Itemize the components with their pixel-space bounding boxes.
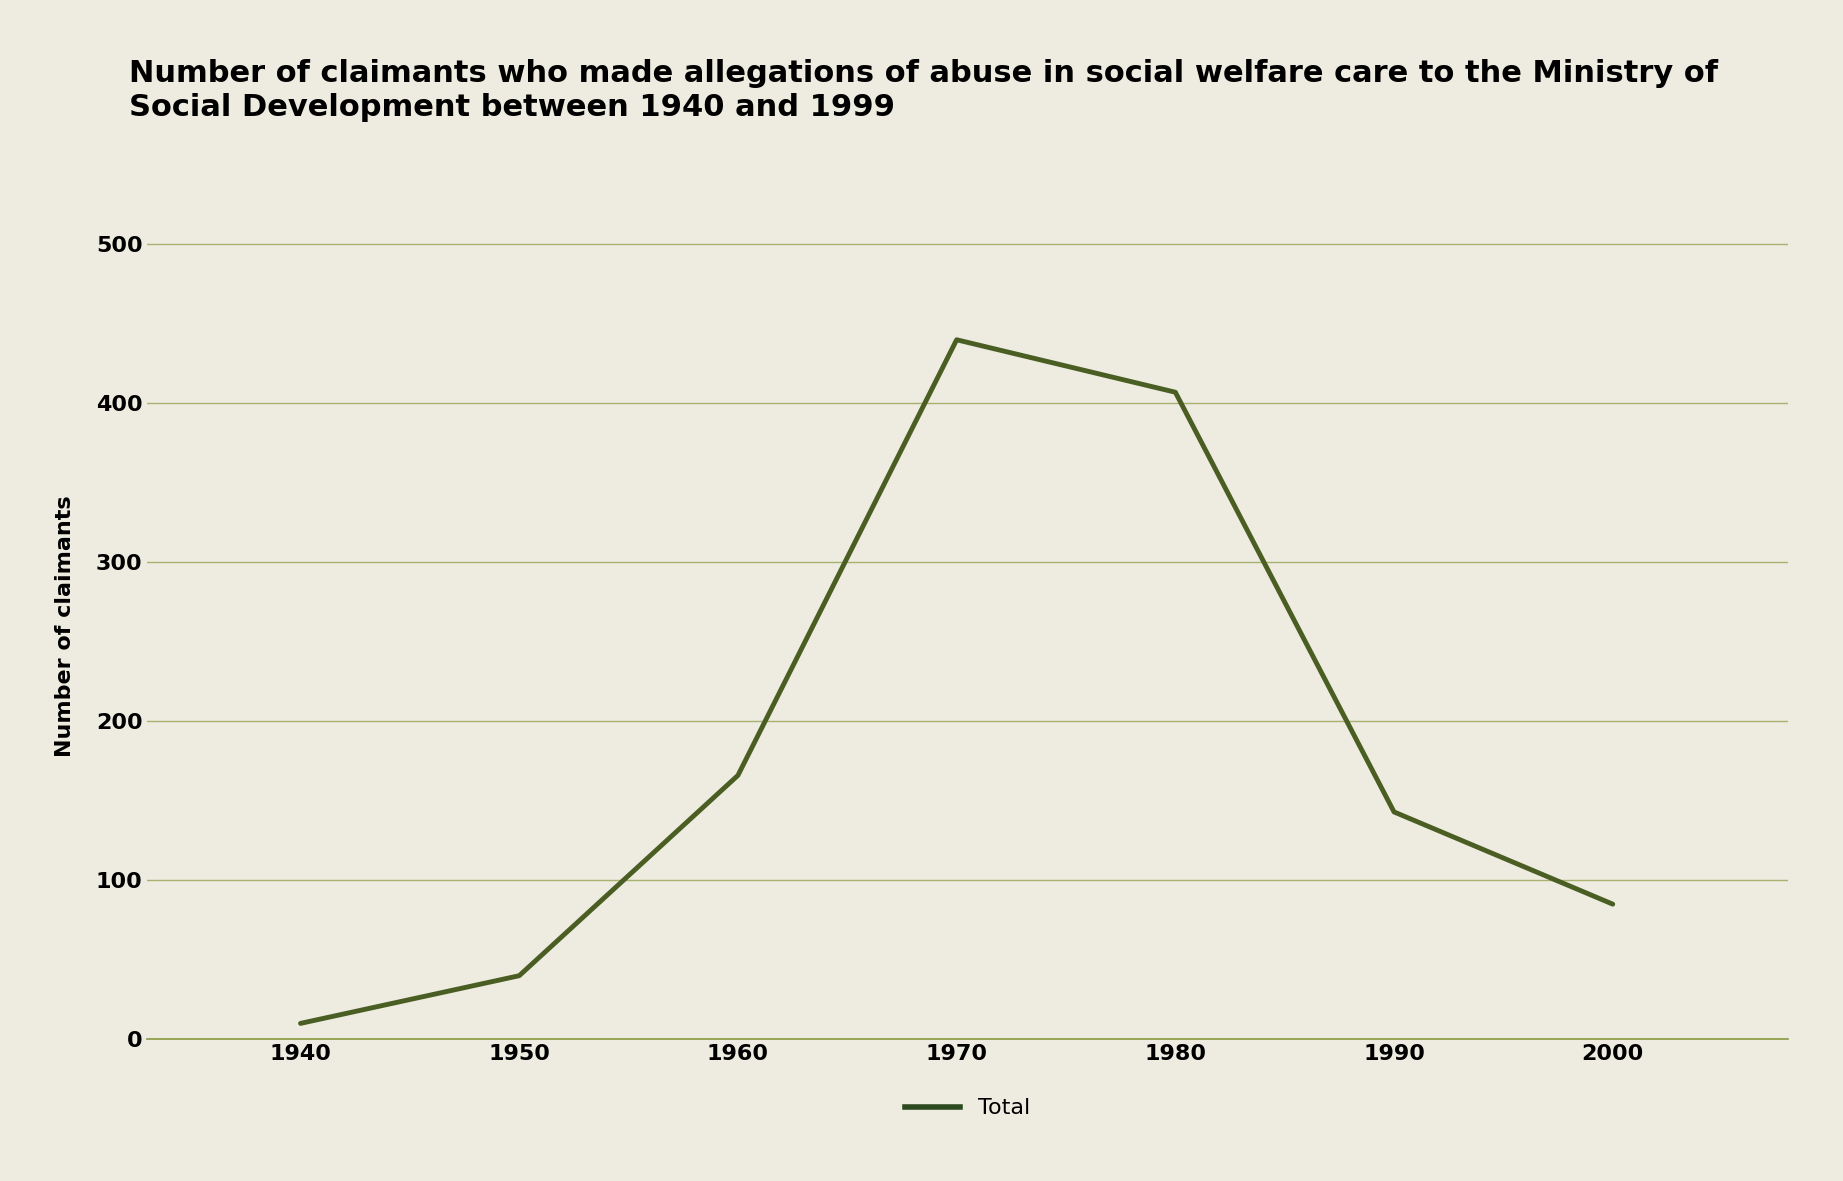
Total xyxy=(726,769,748,783)
Total xyxy=(945,333,968,347)
Legend: Total: Total xyxy=(896,1090,1039,1128)
Total xyxy=(509,968,531,983)
Total xyxy=(289,1017,311,1031)
Total xyxy=(1602,898,1624,912)
Text: Number of claimants who made allegations of abuse in social welfare care to the : Number of claimants who made allegations… xyxy=(129,59,1718,122)
Total xyxy=(1382,805,1404,820)
Total xyxy=(1165,385,1187,399)
Y-axis label: Number of claimants: Number of claimants xyxy=(55,495,76,757)
Line: Total: Total xyxy=(300,340,1613,1024)
